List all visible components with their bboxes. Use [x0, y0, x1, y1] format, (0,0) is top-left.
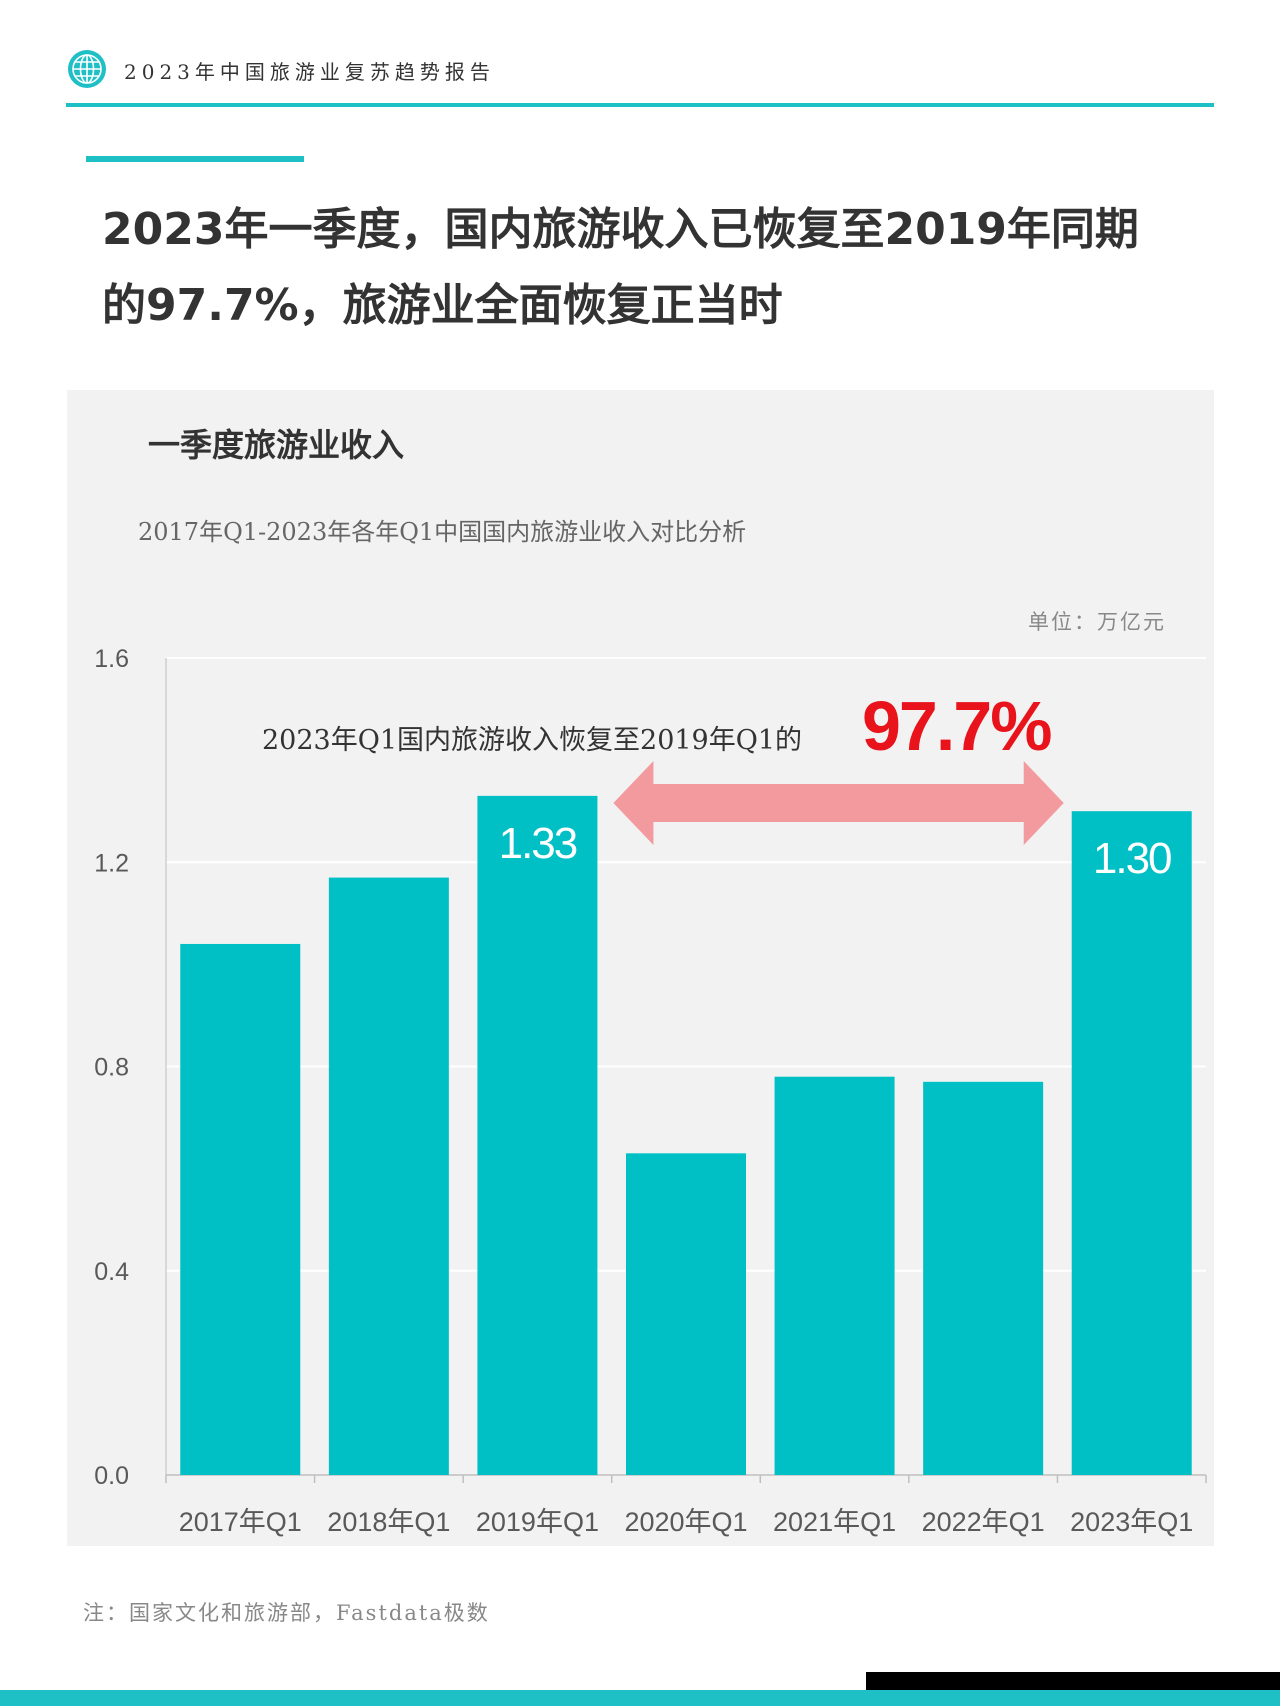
footnote: 注：国家文化和旅游部，Fastdata极数: [83, 1601, 490, 1625]
x-tick-label: 2021年Q1: [773, 1507, 896, 1537]
y-tick-label: 1.2: [94, 849, 129, 877]
y-tick-label: 0.0: [94, 1462, 129, 1490]
bottom-black-bar: [866, 1672, 1280, 1690]
annotation-text: 2023年Q1国内旅游收入恢复至2019年Q1的: [262, 725, 802, 756]
header: 2023年中国旅游业复苏趋势报告: [66, 48, 1214, 94]
headline-line-2: 的97.7%，旅游业全面恢复正当时: [102, 280, 783, 331]
bar: [328, 877, 449, 1475]
data-label: 1.33: [499, 819, 577, 868]
y-tick-label: 0.4: [94, 1258, 129, 1286]
chart-section-title: 一季度旅游业收入: [148, 426, 405, 464]
bar: [774, 1076, 895, 1475]
x-tick-label: 2019年Q1: [476, 1507, 599, 1537]
x-tick-label: 2022年Q1: [922, 1507, 1045, 1537]
headline-line-1: 2023年一季度，国内旅游收入已恢复至2019年同期: [102, 204, 1139, 255]
unit-label: 单位：万亿元: [1028, 610, 1166, 634]
headline: 2023年一季度，国内旅游收入已恢复至2019年同期 的97.7%，旅游业全面恢…: [102, 192, 1222, 344]
globe-icon: [68, 50, 106, 88]
accent-bar: [86, 156, 304, 162]
annotation-value: 97.7%: [862, 687, 1051, 765]
y-tick-label: 1.6: [94, 645, 129, 673]
bar: [1071, 811, 1192, 1475]
x-tick-label: 2017年Q1: [179, 1507, 302, 1537]
x-tick-label: 2020年Q1: [624, 1507, 747, 1537]
double-arrow: [613, 761, 1064, 845]
chart-subtitle: 2017年Q1-2023年各年Q1中国国内旅游业收入对比分析: [138, 518, 747, 546]
y-tick-label: 0.8: [94, 1054, 129, 1082]
data-label: 1.30: [1093, 834, 1171, 883]
bar: [477, 795, 598, 1475]
report-title: 2023年中国旅游业复苏趋势报告: [124, 60, 495, 84]
bar: [923, 1081, 1044, 1475]
bar: [180, 943, 301, 1475]
bottom-accent-bar: [0, 1690, 1280, 1706]
header-divider: [66, 103, 1214, 107]
x-tick-label: 2018年Q1: [327, 1507, 450, 1537]
bar: [626, 1153, 746, 1475]
x-tick-label: 2023年Q1: [1070, 1507, 1193, 1537]
